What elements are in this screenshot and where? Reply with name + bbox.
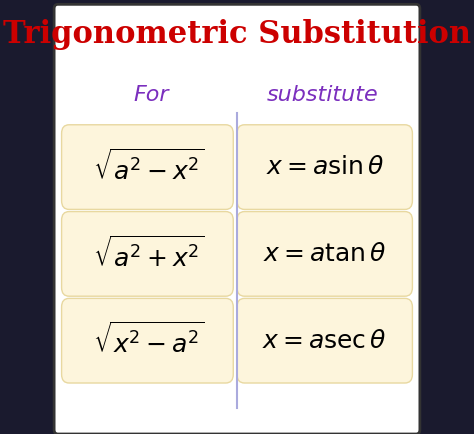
FancyBboxPatch shape — [62, 125, 233, 210]
Text: $x = a\sin\theta$: $x = a\sin\theta$ — [265, 155, 384, 179]
Text: Trigonometric Substitution: Trigonometric Substitution — [3, 19, 471, 50]
FancyBboxPatch shape — [237, 212, 412, 296]
FancyBboxPatch shape — [62, 299, 233, 383]
FancyBboxPatch shape — [62, 212, 233, 296]
Text: $\sqrt{x^2 - a^2}$: $\sqrt{x^2 - a^2}$ — [93, 322, 205, 359]
Text: $\sqrt{a^2 + x^2}$: $\sqrt{a^2 + x^2}$ — [93, 236, 205, 272]
Text: For: For — [133, 85, 169, 105]
Text: substitute: substitute — [267, 85, 379, 105]
Text: $x = a\sec\theta$: $x = a\sec\theta$ — [263, 329, 387, 353]
FancyBboxPatch shape — [54, 4, 420, 434]
Text: $x = a\tan\theta$: $x = a\tan\theta$ — [263, 242, 386, 266]
FancyBboxPatch shape — [237, 299, 412, 383]
Text: $\sqrt{a^2 - x^2}$: $\sqrt{a^2 - x^2}$ — [93, 149, 205, 185]
FancyBboxPatch shape — [237, 125, 412, 210]
